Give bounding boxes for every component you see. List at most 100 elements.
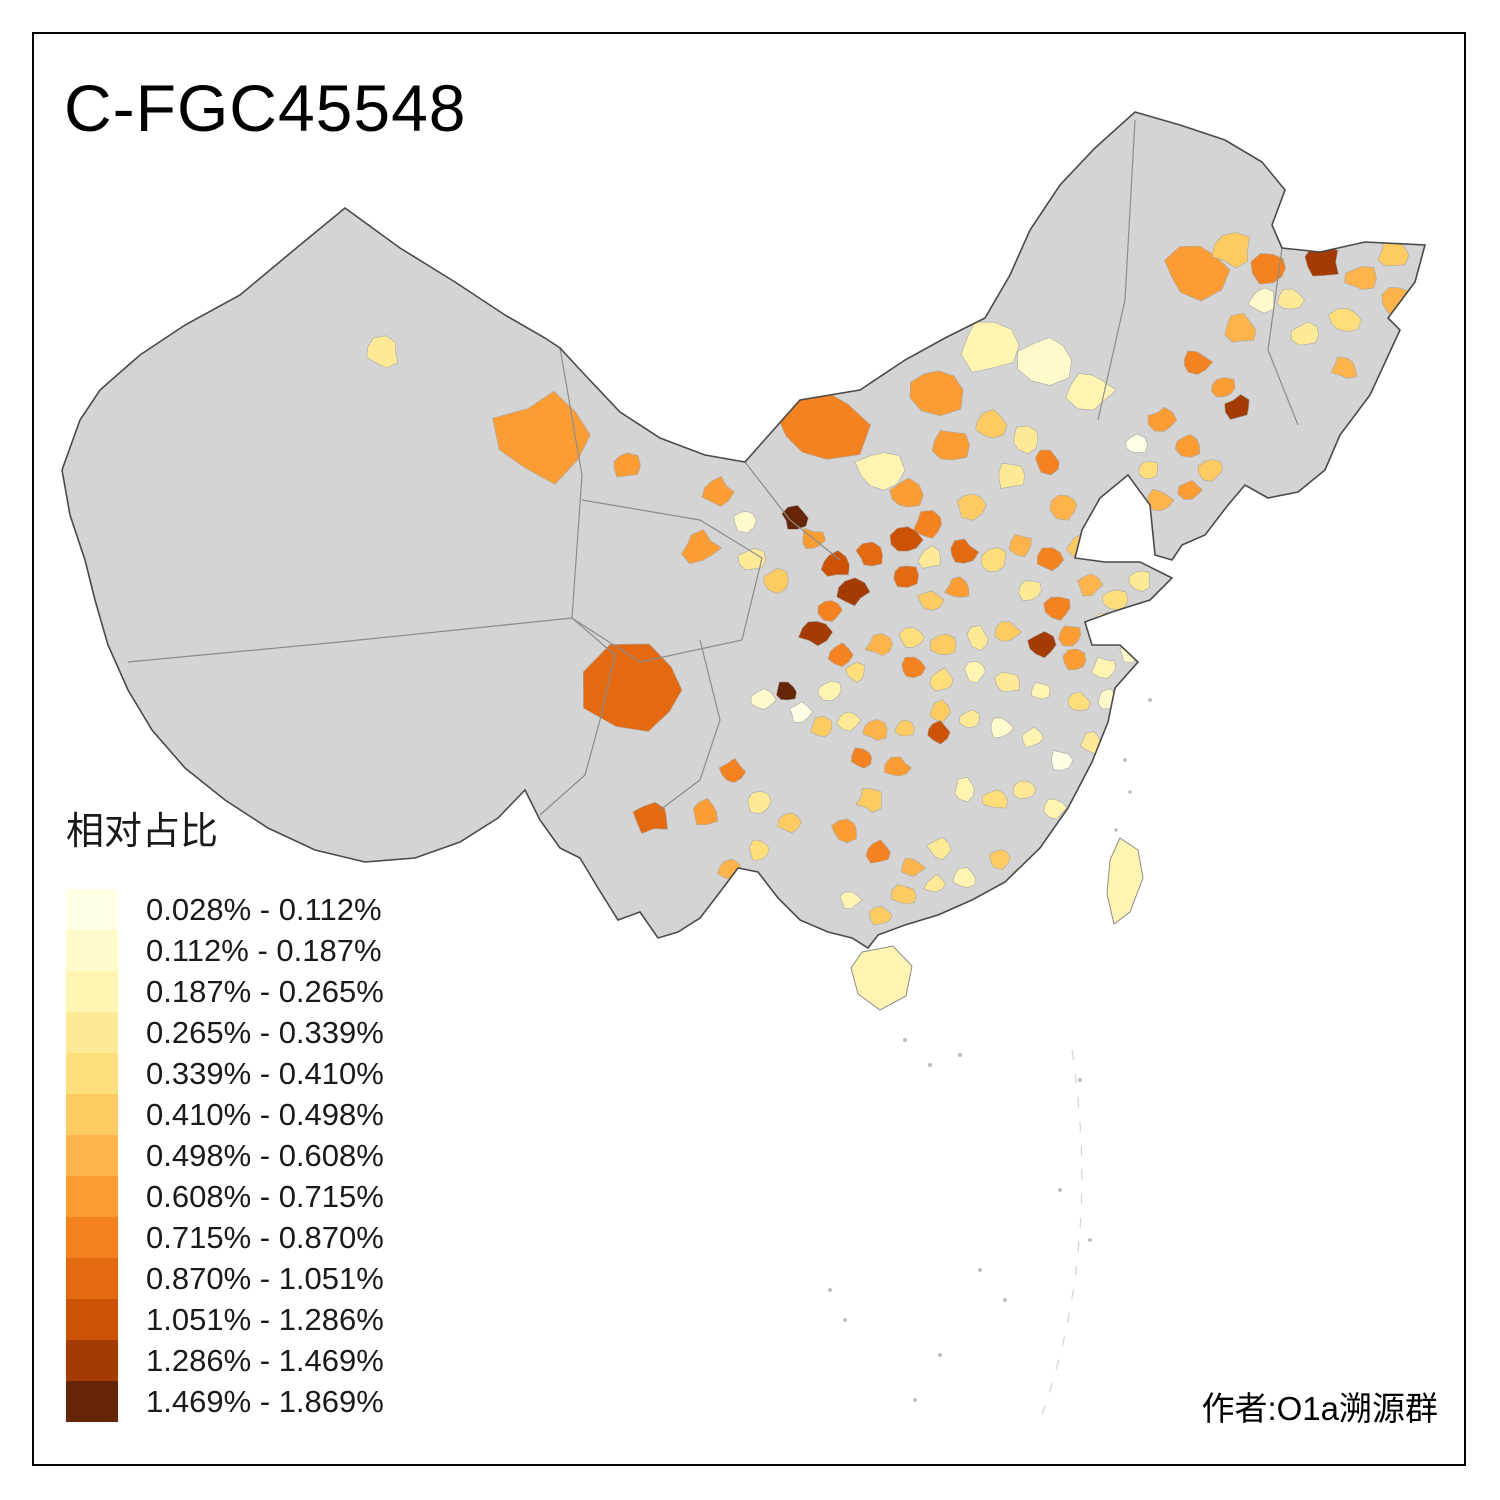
legend-row: 0.498% - 0.608% [66, 1135, 384, 1176]
prefecture-region [926, 837, 952, 861]
prefecture-region [931, 430, 970, 461]
legend-label: 0.265% - 0.339% [146, 1014, 384, 1050]
prefecture-region [1164, 245, 1231, 302]
prefecture-region [943, 576, 970, 598]
prefecture-region [718, 758, 747, 783]
prefecture-region [582, 643, 683, 732]
prefecture-region [831, 818, 857, 844]
legend-label: 0.608% - 0.715% [146, 1178, 384, 1214]
prefecture-region [820, 550, 850, 577]
prefecture-region [889, 477, 924, 508]
prefecture-region [1008, 533, 1032, 558]
legend-label: 0.339% - 0.410% [146, 1055, 384, 1091]
legend-label: 1.286% - 1.469% [146, 1342, 384, 1378]
legend-swatch [66, 1340, 118, 1381]
prefecture-region [1012, 780, 1037, 800]
prefecture-region [747, 790, 772, 815]
prefecture-region [693, 797, 718, 826]
prefecture-region [1224, 394, 1250, 421]
prefecture-region [989, 849, 1011, 871]
legend-rows: 0.028% - 0.112% 0.112% - 0.187% 0.187% - 0… [66, 889, 384, 1422]
prefecture-region [1247, 287, 1275, 314]
prefecture-region [959, 709, 980, 729]
legend-swatch [66, 1299, 118, 1340]
prefecture-region [929, 633, 957, 656]
prefecture-region [927, 720, 951, 745]
prefecture-region [844, 661, 865, 683]
prefecture-region [900, 857, 927, 877]
prefecture-region [954, 776, 975, 803]
prefecture-region [1174, 433, 1201, 458]
prefecture-region [797, 620, 834, 647]
prefecture-region [855, 788, 882, 813]
legend-label: 0.028% - 0.112% [146, 891, 382, 927]
prefecture-region [883, 756, 912, 777]
sea-boundary-dashes [1039, 1049, 1083, 1421]
prefecture-region [1197, 459, 1223, 482]
legend-label: 0.870% - 1.051% [146, 1260, 384, 1296]
prefecture-region [1211, 377, 1236, 398]
prefecture-region [980, 546, 1007, 572]
prefecture-region [889, 526, 924, 552]
prefecture-region [901, 656, 926, 679]
legend-label: 0.715% - 0.870% [146, 1219, 384, 1255]
prefecture-region [929, 699, 951, 723]
prefecture-region [1330, 356, 1358, 379]
prefecture-region [733, 510, 757, 534]
prefecture-region [1328, 307, 1363, 332]
prefecture-region [366, 335, 399, 369]
prefecture-region [917, 545, 941, 569]
prefecture-region [1183, 350, 1214, 375]
prefecture-region [1065, 372, 1117, 411]
prefecture-region [789, 701, 813, 723]
legend-swatch [66, 889, 118, 930]
prefecture-region [701, 475, 735, 507]
prefecture-region [839, 891, 863, 909]
prefecture-region [1138, 460, 1158, 480]
prefecture-region [613, 452, 641, 478]
prefecture-region [492, 390, 591, 485]
prefecture-region [1128, 570, 1151, 592]
prefecture-region [749, 839, 770, 861]
legend-swatch [66, 1381, 118, 1422]
prefecture-region [960, 321, 1020, 373]
prefecture-patches [366, 232, 1410, 926]
prefecture-region [827, 642, 854, 667]
prefecture-region [855, 541, 883, 567]
prefecture-region [1021, 726, 1045, 748]
prefecture-region [975, 408, 1008, 439]
prefecture-region [1017, 336, 1072, 386]
prefecture-region [836, 577, 871, 607]
province-borders [127, 119, 1299, 816]
legend-row: 0.265% - 0.339% [66, 1012, 384, 1053]
prefecture-region [891, 884, 917, 905]
prefecture-region [1051, 750, 1074, 771]
legend: 相对占比 0.028% - 0.112% 0.112% - 0.187% 0.187… [66, 800, 384, 1422]
legend-swatch [66, 1258, 118, 1299]
legend-swatch [66, 1217, 118, 1258]
prefecture-region [1062, 648, 1087, 671]
prefecture-region [916, 590, 945, 611]
prefecture-region [912, 510, 942, 539]
prefecture-region [1058, 625, 1082, 647]
hainan-island [850, 945, 913, 1011]
prefecture-region [1091, 656, 1116, 679]
prefecture-region [1034, 449, 1060, 476]
prefecture-region [817, 680, 842, 702]
legend-row: 1.051% - 1.286% [66, 1299, 384, 1340]
legend-swatch [66, 1176, 118, 1217]
prefecture-region [1125, 433, 1148, 453]
page-title: C-FGC45548 [64, 71, 467, 145]
prefecture-region [952, 867, 976, 889]
prefecture-region [1043, 798, 1068, 820]
prefecture-region [1027, 631, 1057, 659]
prefecture-region [966, 625, 989, 651]
legend-row: 0.410% - 0.498% [66, 1094, 384, 1135]
legend-swatch [66, 1094, 118, 1135]
prefecture-region [781, 504, 809, 530]
prefecture-region [1049, 494, 1078, 521]
prefecture-region [865, 839, 891, 864]
prefecture-region [1036, 547, 1065, 572]
